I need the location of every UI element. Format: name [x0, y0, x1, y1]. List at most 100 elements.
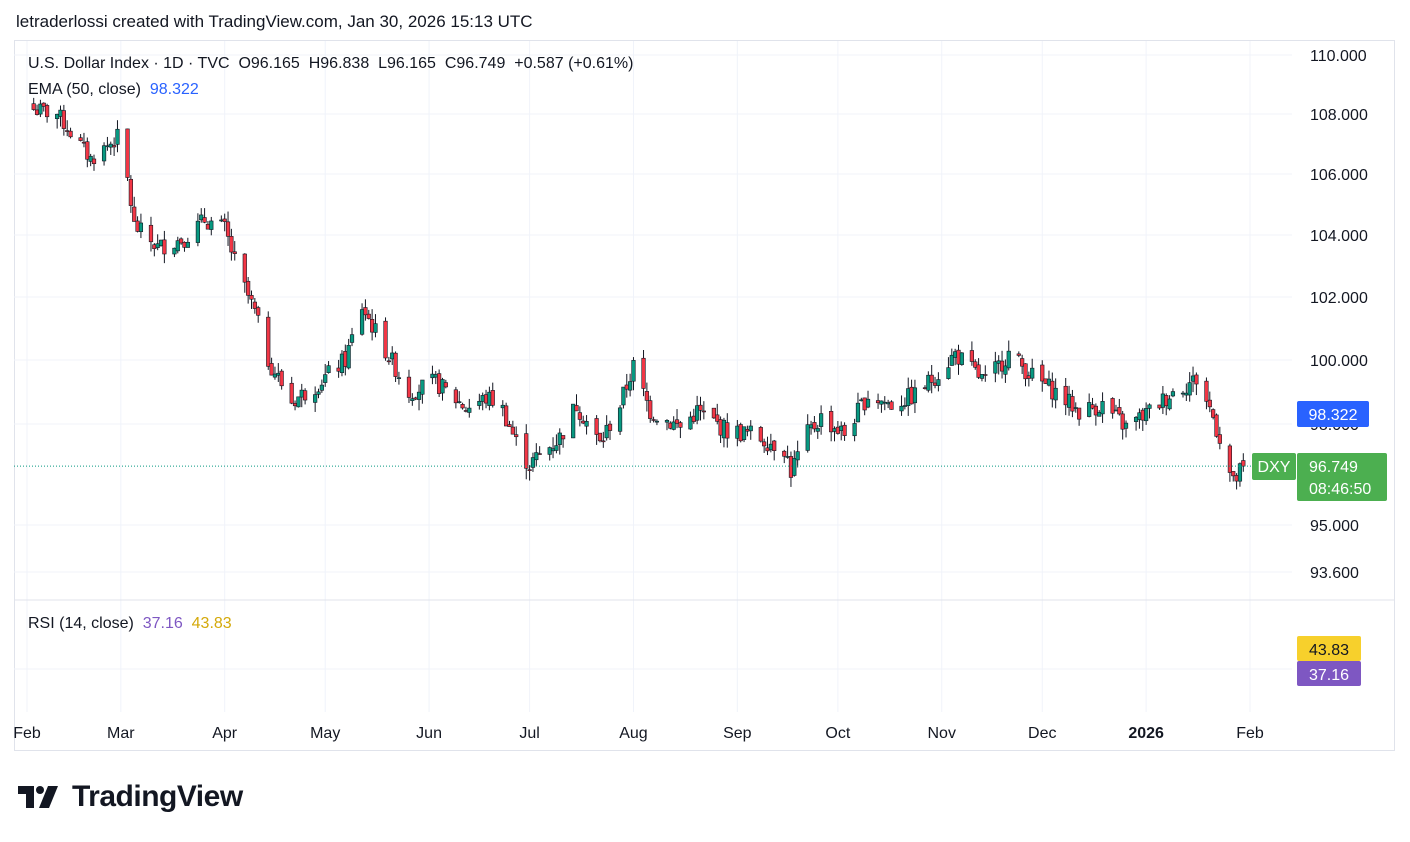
candle-body [85, 141, 90, 160]
candle [812, 416, 817, 433]
candle [386, 356, 391, 365]
candle [477, 393, 482, 410]
candle [246, 277, 251, 304]
candle [584, 415, 589, 435]
candle [125, 128, 130, 181]
candle-body [688, 416, 693, 430]
candle [701, 401, 706, 420]
candle-body [209, 220, 214, 230]
candle-body [272, 373, 278, 378]
candle [349, 327, 355, 347]
rsi-ma-tag: 43.83 [1297, 636, 1361, 661]
candle [514, 426, 519, 446]
ema-legend-label: EMA (50, close) [28, 81, 141, 98]
candle-body [289, 382, 294, 404]
time-tick-label: Nov [928, 725, 956, 742]
candle [1030, 358, 1035, 382]
candle [108, 141, 113, 155]
candle-body [651, 419, 656, 421]
candle-body [1120, 413, 1125, 430]
candle-body [983, 374, 988, 376]
candle-body [855, 402, 861, 423]
candle-body [185, 241, 190, 248]
candle-body [1053, 387, 1058, 401]
candle-body [1100, 401, 1105, 415]
candle-body [1093, 405, 1098, 416]
candle-body [410, 398, 415, 401]
candle [373, 314, 378, 338]
candle [842, 422, 847, 441]
candle [671, 416, 676, 431]
candle [323, 363, 328, 387]
candle-body [1097, 412, 1102, 417]
candle-body [762, 441, 767, 447]
candle [128, 175, 133, 213]
candle [61, 104, 66, 136]
candle-body [296, 396, 301, 408]
candle [363, 299, 368, 321]
candle [554, 434, 559, 454]
candle-body [1070, 396, 1075, 412]
candle-body [698, 404, 703, 411]
candle-body [373, 323, 378, 333]
candle [383, 317, 388, 361]
legend-low: L96.165 [378, 55, 436, 72]
candle-body [61, 110, 66, 129]
candle-body [534, 452, 539, 461]
candle [68, 127, 73, 139]
candle [242, 253, 247, 293]
candle-body [1227, 445, 1232, 473]
candle-body [527, 469, 532, 471]
candle-body [115, 128, 120, 145]
candle-body [725, 422, 730, 439]
candle-body [571, 403, 576, 439]
candle [1023, 363, 1028, 387]
last-price-tag: 96.749 08:46:50 [1297, 453, 1387, 501]
candle-body [554, 445, 559, 451]
candle-body [316, 391, 321, 395]
time-tick-label: Oct [825, 725, 850, 742]
candle-body [148, 224, 154, 243]
candle [993, 351, 998, 383]
candle [571, 403, 576, 439]
candle [534, 443, 539, 467]
time-tick-label: Aug [619, 725, 647, 742]
candle [628, 373, 633, 397]
candle-body [865, 398, 871, 408]
candle-body [386, 360, 391, 363]
candle [507, 420, 512, 428]
legend-close: C96.749 [444, 55, 506, 72]
candle [912, 379, 918, 414]
candle [1003, 359, 1008, 383]
time-tick-label: 2026 [1128, 725, 1164, 742]
candle [648, 395, 653, 423]
candle-body [1194, 374, 1199, 385]
candle [1147, 403, 1152, 419]
candle [1241, 453, 1246, 472]
candle [313, 386, 318, 412]
chart-frame [14, 40, 1395, 751]
main-legend[interactable]: U.S. Dollar Index · 1D · TVC O96.165 H96… [28, 55, 633, 73]
candle-body [256, 307, 261, 316]
candle [678, 420, 683, 439]
candle-body [594, 418, 599, 435]
candle-body [929, 374, 934, 383]
candle-body [819, 413, 824, 427]
candle [453, 386, 458, 409]
candle [209, 216, 214, 236]
candle-body [946, 367, 951, 379]
rsi-legend[interactable]: RSI (14, close) 37.16 43.83 [28, 615, 232, 633]
candle-body [537, 453, 542, 455]
candle [617, 405, 623, 435]
candle-body [805, 424, 810, 451]
candle [85, 137, 90, 168]
candle-body [460, 404, 465, 409]
candle [695, 395, 700, 425]
candle [651, 416, 656, 423]
brand[interactable]: TradingView [18, 780, 243, 814]
ema-legend[interactable]: EMA (50, close) 98.322 [28, 81, 199, 99]
candle [1194, 372, 1199, 396]
candle [1217, 426, 1222, 450]
legend-high: H96.838 [308, 55, 370, 72]
